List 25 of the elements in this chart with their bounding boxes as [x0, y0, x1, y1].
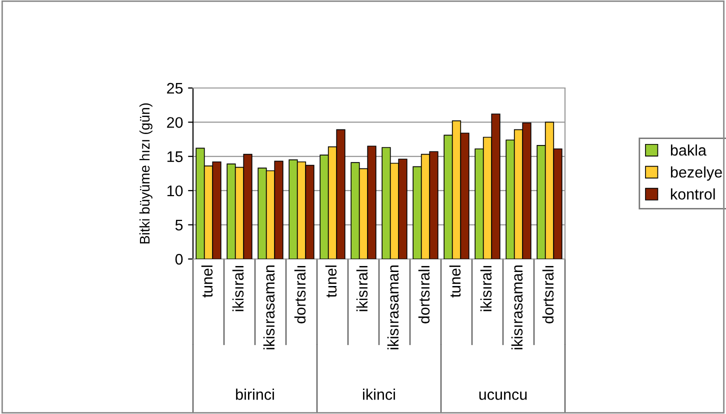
legend-label: kontrol	[670, 188, 715, 200]
x-tick-label: ikisırasaman	[263, 266, 275, 350]
text: ucuncu	[479, 392, 527, 400]
x-tick-label: dortsıralı	[294, 266, 306, 324]
x-tick-label: ikisıralı	[480, 266, 492, 312]
x-tick-label: ikisıralı	[356, 266, 368, 312]
legend-label: bakla	[670, 144, 706, 156]
text: ikinci	[363, 388, 395, 400]
y-tick-label: 15	[167, 151, 183, 162]
y-tick-label: 20	[167, 117, 183, 128]
x-tick-label: ikisıralı	[232, 266, 244, 312]
x-tick-label: dortsıralı	[418, 266, 430, 324]
legend-label: bezelye	[670, 166, 722, 181]
y-tick-label: 5	[175, 220, 183, 230]
y-tick-label: 10	[167, 185, 183, 196]
y-tick-label: 25	[167, 82, 183, 94]
x-tick-label: tunel	[449, 266, 461, 298]
y-axis-title: Bitki büyüme hızı (gün)	[139, 103, 152, 244]
x-tick-label: tunel	[201, 266, 213, 298]
text: birinci	[236, 388, 274, 400]
x-tick-label: ikisırasaman	[511, 266, 523, 350]
x-tick-label: dortsıralı	[542, 266, 554, 324]
x-tick-label: tunel	[325, 266, 337, 298]
y-tick-label: 0	[175, 254, 183, 265]
x-tick-label: ikisırasaman	[387, 266, 399, 350]
